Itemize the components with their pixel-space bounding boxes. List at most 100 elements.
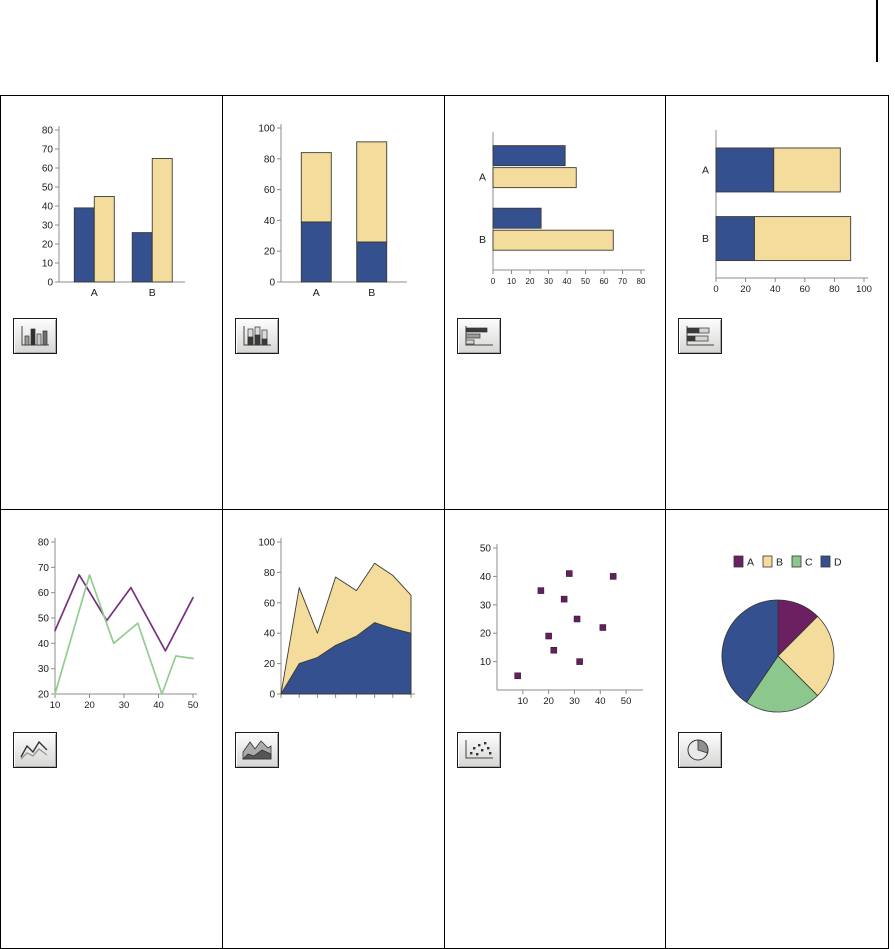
tick-label: 50 xyxy=(581,277,590,286)
tick-label: 20 xyxy=(264,247,276,258)
legend-swatch xyxy=(762,555,773,568)
tick-label: 80 xyxy=(42,126,54,137)
stacked-bar-graph-tool-glyph xyxy=(686,326,715,346)
pie-slice xyxy=(777,615,835,697)
line-graph-tool-glyph xyxy=(20,740,48,760)
scatter-point xyxy=(560,595,567,603)
tick-label: 60 xyxy=(42,164,54,175)
bar-graph-cell: 0 10 20 30 40 50 60 70 80 A B xyxy=(444,96,667,510)
bar-segment xyxy=(300,221,332,283)
bar-segment xyxy=(356,241,387,283)
line-series xyxy=(54,574,194,695)
tick-label: 40 xyxy=(479,572,491,583)
line-graph-cell: 20 30 40 50 60 70 80 10 20 30 40 50 xyxy=(1,510,223,948)
tick-label: 10 xyxy=(50,700,61,711)
scatter-point xyxy=(513,672,521,680)
bar-segment xyxy=(492,207,542,229)
bar-segment xyxy=(131,232,153,283)
area-graph-tool-icon xyxy=(234,732,279,768)
tick-label: 40 xyxy=(38,639,50,650)
tick-label: 80 xyxy=(38,538,50,549)
scatter-point xyxy=(544,632,552,640)
tick-label: 40 xyxy=(770,284,781,295)
bar-segment xyxy=(300,152,332,223)
tick-label: 40 xyxy=(562,277,571,286)
bar-segment xyxy=(356,141,387,243)
category-label: B xyxy=(702,233,709,245)
tick-label: 60 xyxy=(264,185,276,196)
category-label: A xyxy=(478,172,485,184)
scatter-point xyxy=(609,573,616,580)
tick-label: 50 xyxy=(42,183,54,194)
legend-swatch xyxy=(791,555,802,568)
tick-label: 10 xyxy=(517,696,528,707)
bar-graph-tool-glyph xyxy=(465,326,493,346)
tick-label: 10 xyxy=(42,259,54,270)
legend-swatch xyxy=(820,555,831,568)
legend-label: A xyxy=(747,557,754,569)
tick-label: 0 xyxy=(47,278,53,289)
pie-slice xyxy=(721,599,779,703)
line-graph-tool-icon xyxy=(13,732,57,768)
tick-label: 30 xyxy=(479,600,491,611)
tick-label: 30 xyxy=(569,696,580,707)
tick-label: 70 xyxy=(42,145,54,156)
tick-label: 30 xyxy=(119,700,130,711)
tick-label: 20 xyxy=(525,277,534,286)
bar-segment xyxy=(492,145,566,167)
scatter-point xyxy=(537,587,544,594)
category-label: B xyxy=(368,287,375,299)
stacked-column-graph-tool-icon xyxy=(234,318,279,354)
pie-graph-tool-icon xyxy=(678,732,723,768)
tick-label: 30 xyxy=(544,277,553,286)
tick-label: 30 xyxy=(42,221,54,232)
scatter-graph-cell: 10 20 30 40 50 10 20 30 40 50 xyxy=(445,510,667,948)
scatter-graph-tool-icon xyxy=(456,732,501,768)
tick-label: 40 xyxy=(153,700,164,711)
bar-segment xyxy=(715,147,775,193)
bar-graph-tool-icon xyxy=(456,318,501,354)
bar-segment xyxy=(93,196,115,283)
tick-label: 80 xyxy=(829,284,840,295)
category-label: B xyxy=(478,234,485,246)
column-graph-tool-icon xyxy=(13,318,57,354)
bar-segment xyxy=(773,147,842,193)
tick-label: 10 xyxy=(507,277,516,286)
tick-label: 0 xyxy=(490,277,495,286)
category-label: A xyxy=(91,287,98,299)
tick-label: 80 xyxy=(636,277,645,286)
bar-segment xyxy=(492,167,577,189)
legend-label: C xyxy=(805,557,813,569)
legend-swatch xyxy=(733,555,744,568)
scatter-point xyxy=(573,615,580,623)
tick-label: 0 xyxy=(269,690,275,701)
tick-label: 60 xyxy=(38,588,50,599)
tick-label: 40 xyxy=(594,696,605,707)
tick-label: 40 xyxy=(264,216,276,227)
scatter-graph-tool-glyph xyxy=(465,740,493,759)
bar-segment xyxy=(73,207,95,283)
graph-types-table: 0 10 20 30 40 50 60 70 80 A B 0 20 40 60 80 100 A B xyxy=(0,95,889,949)
category-label: A xyxy=(313,287,320,299)
tick-label: 60 xyxy=(800,284,811,295)
tick-label: 100 xyxy=(258,538,275,549)
pie-graph-cell: A B C D xyxy=(666,510,888,948)
tick-label: 80 xyxy=(264,154,276,165)
category-label: B xyxy=(149,287,156,299)
tick-label: 0 xyxy=(714,284,719,295)
category-label: A xyxy=(702,164,709,176)
stacked-area-chart: 0 20 40 60 80 100 xyxy=(258,538,415,701)
area-graph-cell: 0 20 40 60 80 100 xyxy=(223,510,445,948)
page-edge-line xyxy=(876,0,878,62)
legend-label: D xyxy=(834,557,842,569)
stacked-column-graph-tool-glyph xyxy=(243,326,271,346)
grouped-bar-chart: 0 10 20 30 40 50 60 70 80 A B xyxy=(478,132,645,286)
tick-label: 20 xyxy=(42,240,54,251)
tick-label: 10 xyxy=(479,657,491,668)
stacked-bar-graph-tool-icon xyxy=(678,318,723,354)
tick-label: 20 xyxy=(84,700,95,711)
tick-label: 80 xyxy=(264,568,276,579)
scatter-chart: 10 20 30 40 50 10 20 30 40 50 xyxy=(479,544,643,707)
stacked-bar-chart: 0 20 40 60 80 100 A B xyxy=(702,130,872,295)
